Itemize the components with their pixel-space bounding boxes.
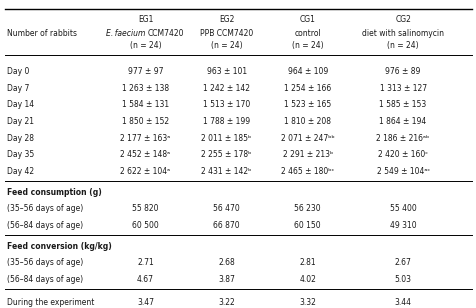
Text: 1 263 ± 138: 1 263 ± 138 <box>122 84 169 93</box>
Text: 2 291 ± 213ᵇ: 2 291 ± 213ᵇ <box>282 150 332 159</box>
Text: 1 523 ± 165: 1 523 ± 165 <box>283 100 331 109</box>
Text: 976 ± 89: 976 ± 89 <box>385 67 420 76</box>
Text: 1 850 ± 152: 1 850 ± 152 <box>122 117 169 126</box>
Text: 1 788 ± 199: 1 788 ± 199 <box>203 117 249 126</box>
Text: (n = 24): (n = 24) <box>129 41 161 50</box>
Text: 1 810 ± 208: 1 810 ± 208 <box>284 117 330 126</box>
Text: Day 35: Day 35 <box>7 150 34 159</box>
Text: CG2: CG2 <box>394 15 410 24</box>
Text: 977 ± 97: 977 ± 97 <box>128 67 163 76</box>
Text: Day 42: Day 42 <box>7 167 34 176</box>
Text: CG1: CG1 <box>299 15 315 24</box>
Text: Day 21: Day 21 <box>7 117 34 126</box>
Text: 1 313 ± 127: 1 313 ± 127 <box>379 84 426 93</box>
Text: (35–56 days of age): (35–56 days of age) <box>7 258 83 267</box>
Text: 2 452 ± 148ᵃ: 2 452 ± 148ᵃ <box>120 150 170 159</box>
Text: (56–84 days of age): (56–84 days of age) <box>7 221 83 230</box>
Text: CCM7420: CCM7420 <box>148 29 184 38</box>
Text: 2 255 ± 178ᵇ: 2 255 ± 178ᵇ <box>201 150 251 159</box>
Text: During the experiment: During the experiment <box>7 298 94 307</box>
Text: 49 310: 49 310 <box>389 221 416 230</box>
Text: 5.03: 5.03 <box>394 275 411 284</box>
Text: 963 ± 101: 963 ± 101 <box>206 67 246 76</box>
Text: 2 549 ± 104ᵃᶜ: 2 549 ± 104ᵃᶜ <box>376 167 429 176</box>
Text: 55 820: 55 820 <box>132 204 159 213</box>
Text: Feed conversion (kg/kg): Feed conversion (kg/kg) <box>7 242 112 251</box>
Text: 3.87: 3.87 <box>218 275 235 284</box>
Text: 964 ± 109: 964 ± 109 <box>287 67 327 76</box>
Text: Feed consumption (g): Feed consumption (g) <box>7 188 102 197</box>
Text: 55 400: 55 400 <box>389 204 416 213</box>
Text: 2 186 ± 216ᵃᵇ: 2 186 ± 216ᵃᵇ <box>376 134 429 143</box>
Text: Day 7: Day 7 <box>7 84 30 93</box>
Text: EG1: EG1 <box>138 15 153 24</box>
Text: 1 584 ± 131: 1 584 ± 131 <box>122 100 169 109</box>
Text: 1 513 ± 170: 1 513 ± 170 <box>202 100 250 109</box>
Text: (n = 24): (n = 24) <box>291 41 323 50</box>
Text: Day 28: Day 28 <box>7 134 34 143</box>
Text: 56 230: 56 230 <box>294 204 320 213</box>
Text: 2 177 ± 163ᵃ: 2 177 ± 163ᵃ <box>120 134 170 143</box>
Text: 1 254 ± 166: 1 254 ± 166 <box>283 84 331 93</box>
Text: 2 622 ± 104ᵃ: 2 622 ± 104ᵃ <box>120 167 170 176</box>
Text: E. faecium: E. faecium <box>106 29 145 38</box>
Text: 3.47: 3.47 <box>137 298 154 307</box>
Text: 1 864 ± 194: 1 864 ± 194 <box>378 117 426 126</box>
Text: 3.32: 3.32 <box>298 298 316 307</box>
Text: 3.22: 3.22 <box>218 298 235 307</box>
Text: (n = 24): (n = 24) <box>210 41 242 50</box>
Text: (35–56 days of age): (35–56 days of age) <box>7 204 83 213</box>
Text: 56 470: 56 470 <box>213 204 239 213</box>
Text: 2 420 ± 160ᶜ: 2 420 ± 160ᶜ <box>377 150 427 159</box>
Text: Day 0: Day 0 <box>7 67 30 76</box>
Text: 1 585 ± 153: 1 585 ± 153 <box>378 100 426 109</box>
Text: 2.68: 2.68 <box>218 258 235 267</box>
Text: 2.71: 2.71 <box>137 258 154 267</box>
Text: diet with salinomycin: diet with salinomycin <box>361 29 443 38</box>
Text: 4.67: 4.67 <box>137 275 154 284</box>
Text: PPB CCM7420: PPB CCM7420 <box>199 29 253 38</box>
Text: 4.02: 4.02 <box>298 275 316 284</box>
Text: Number of rabbits: Number of rabbits <box>7 29 77 38</box>
Text: 2 431 ± 142ᵇ: 2 431 ± 142ᵇ <box>201 167 251 176</box>
Text: 60 500: 60 500 <box>132 221 159 230</box>
Text: 3.44: 3.44 <box>394 298 411 307</box>
Text: 2 011 ± 185ᵇ: 2 011 ± 185ᵇ <box>201 134 251 143</box>
Text: 1 242 ± 142: 1 242 ± 142 <box>203 84 249 93</box>
Text: (n = 24): (n = 24) <box>387 41 418 50</box>
Text: 2 465 ± 180ᵇᶜ: 2 465 ± 180ᵇᶜ <box>280 167 334 176</box>
Text: 2.81: 2.81 <box>299 258 315 267</box>
Text: 2 071 ± 247ᵇᵇ: 2 071 ± 247ᵇᵇ <box>280 134 334 143</box>
Text: (56–84 days of age): (56–84 days of age) <box>7 275 83 284</box>
Text: control: control <box>294 29 320 38</box>
Text: EG2: EG2 <box>218 15 234 24</box>
Text: 60 150: 60 150 <box>294 221 320 230</box>
Text: 66 870: 66 870 <box>213 221 239 230</box>
Text: 2.67: 2.67 <box>394 258 411 267</box>
Text: Day 14: Day 14 <box>7 100 34 109</box>
